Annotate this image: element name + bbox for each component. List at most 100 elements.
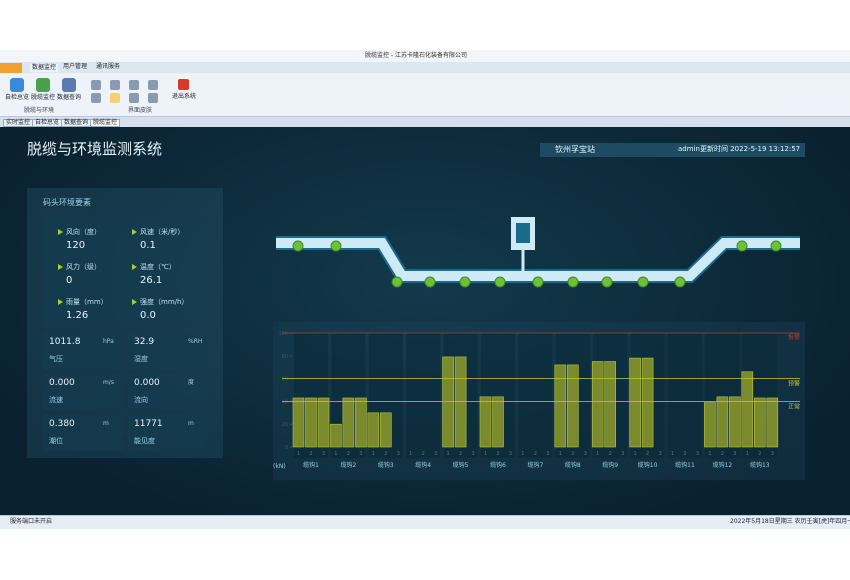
ribbon-tab[interactable]: 通讯服务 (96, 63, 121, 70)
series-label: 1 (596, 451, 599, 457)
x-tick-label: 缆钩5 (453, 461, 469, 469)
env-box (128, 374, 207, 410)
env-inner (43, 215, 207, 328)
series-label: 2 (609, 451, 612, 457)
env-box (43, 415, 122, 451)
skin-button[interactable] (148, 80, 158, 90)
series-label: 1 (521, 451, 524, 457)
env-value: 120 (66, 240, 86, 251)
station: 钦州孚宝站 (555, 145, 595, 154)
bullet (58, 299, 63, 305)
button-icon (62, 78, 76, 92)
box-value: 0.000 (134, 378, 160, 388)
bar (566, 364, 579, 448)
env-box (128, 415, 207, 451)
exit-icon (178, 79, 189, 90)
skin-button[interactable] (110, 80, 120, 90)
series-label: 2 (646, 451, 649, 457)
bar (729, 396, 741, 448)
series-label: 3 (434, 451, 437, 457)
y-tick-label: 20 (282, 422, 288, 428)
bar (641, 357, 654, 448)
y-tick-label: 40 (282, 399, 288, 405)
pier-diagram (276, 217, 800, 288)
series-label: 1 (746, 451, 749, 457)
env-label: 温度（℃） (140, 263, 176, 271)
series-label: 1 (484, 451, 487, 457)
bar (367, 412, 380, 448)
series-label: 2 (384, 451, 387, 457)
series-label: 3 (771, 451, 774, 457)
series-label: 3 (472, 451, 475, 457)
skin-button[interactable] (91, 93, 101, 103)
bar (305, 397, 317, 448)
panel-title: 码头环境要素 (43, 198, 91, 207)
skin-button[interactable] (148, 93, 158, 103)
box-label: 气压 (49, 355, 63, 363)
series-label: 1 (447, 451, 450, 457)
status-left: 服务端口未开启 (10, 518, 53, 525)
series-label: 2 (758, 451, 761, 457)
series-label: 3 (733, 451, 736, 457)
env-value: 0.0 (140, 310, 156, 321)
box-unit: m/s (103, 379, 114, 386)
bar (492, 396, 504, 448)
series-label: 1 (409, 451, 412, 457)
series-label: 1 (708, 451, 711, 457)
column-bg (406, 333, 441, 458)
bar (604, 361, 617, 448)
ribbon-group-label: 脱缆与环境 (24, 107, 55, 114)
box-unit: m (103, 420, 109, 427)
bar (454, 356, 467, 448)
bullet (132, 299, 137, 305)
box-label: 潮位 (49, 437, 63, 445)
update-time: 更新时间 2022-5-19 13:12:57 (700, 145, 801, 153)
bullet (132, 264, 137, 270)
y-axis-label: (kN) (273, 463, 286, 470)
user: admin (678, 145, 700, 153)
x-tick-label: 缆钩7 (527, 461, 543, 469)
ribbon-button[interactable]: 脱缆监控 (31, 94, 56, 101)
env-value: 1.26 (66, 310, 89, 321)
doc-tab-strip (0, 117, 850, 127)
box-value: 11771 (134, 419, 163, 429)
box-unit: %RH (188, 338, 203, 345)
ribbon-tab[interactable]: 用户管理 (63, 63, 88, 70)
x-tick-label: 缆钩4 (415, 461, 431, 469)
bullet (132, 229, 137, 235)
series-label: 2 (496, 451, 499, 457)
skin-button[interactable] (110, 93, 120, 103)
doc-tab[interactable]: 脱缆监控 (90, 119, 121, 127)
ribbon-tab[interactable]: 数据监控 (30, 64, 59, 72)
env-label: 风向（度） (66, 228, 101, 236)
ribbon-button[interactable]: 数据查询 (57, 94, 82, 101)
title-bar (0, 50, 850, 62)
series-label: 3 (397, 451, 400, 457)
x-tick-label: 缆钩9 (602, 461, 618, 469)
series-label: 2 (459, 451, 462, 457)
env-box (43, 333, 122, 369)
series-label: 2 (347, 451, 350, 457)
box-value: 1011.8 (49, 337, 81, 347)
bar (355, 397, 367, 448)
ribbon-button[interactable]: 自检总览 (5, 94, 30, 101)
env-box (43, 374, 122, 410)
x-tick-label: 缆钩13 (750, 461, 770, 469)
x-tick-label: 缆钩2 (340, 461, 356, 469)
skin-button[interactable] (129, 93, 139, 103)
skin-button[interactable] (129, 80, 139, 90)
ribbon-tabs (0, 62, 850, 73)
skin-button[interactable] (91, 80, 101, 90)
bar (292, 397, 305, 448)
bar (753, 397, 766, 448)
box-value: 0.380 (49, 419, 75, 429)
exit-button[interactable]: 退出系统 (172, 93, 197, 100)
box-unit: m (188, 420, 194, 427)
y-tick-label: 80 (282, 354, 288, 360)
series-label: 3 (696, 451, 699, 457)
x-tick-label: 缆钩6 (490, 461, 506, 469)
series-label: 1 (334, 451, 337, 457)
file-button[interactable] (0, 63, 22, 73)
series-label: 3 (584, 451, 587, 457)
series-label: 1 (671, 451, 674, 457)
